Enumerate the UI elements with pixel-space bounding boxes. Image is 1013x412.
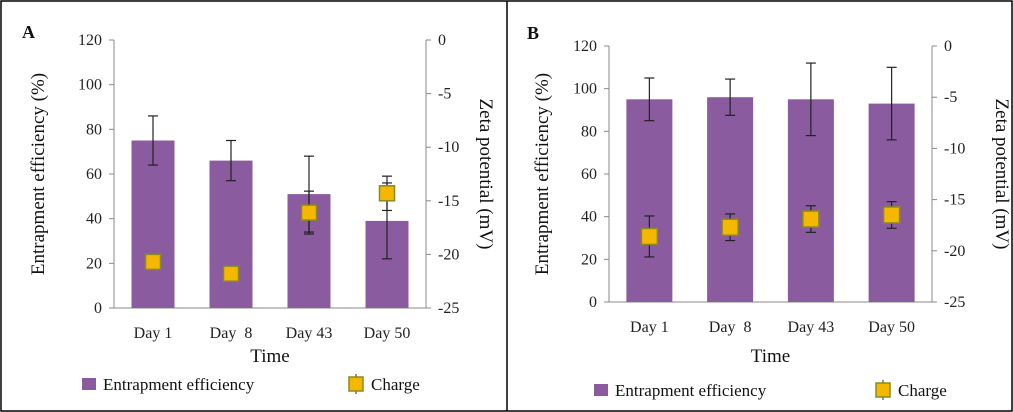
chart-b-bar [626,99,673,302]
chart-b-y2-axis-title: Zeta potential (mV) [991,99,1012,250]
chart-b-legend-bar-label: Entrapment efficiency [615,381,767,400]
chart-a-x-axis-title: Time [250,346,289,367]
chart-a-left-tick-label: 40 [86,211,102,228]
chart-b-right-tick-label: 0 [944,38,952,55]
chart-b-legend-charge-swatch [875,382,891,398]
chart-b-category-label: Day 1 [630,319,669,336]
chart-a-right-tick-label: -20 [438,246,459,263]
chart-b-bar [707,97,754,302]
chart-b-right-tick-label: -10 [944,140,965,157]
chart-a-left-tick-label: 60 [86,166,102,183]
chart-a-category-label: Day 50 [364,325,411,342]
chart-a-charge-marker [300,204,318,221]
chart-a-right-tick-label: -25 [438,300,459,317]
chart-b-x-axis-title: Time [751,346,790,367]
chart-a-y2-axis-title: Zeta potential (mV) [475,99,496,250]
chart-b-right-tick-label: -25 [944,294,965,311]
chart-b-charge-marker [721,218,739,236]
chart-a-legend-bar-label: Entrapment efficiency [103,375,255,394]
chart-b-left-tick-label: 40 [581,209,597,226]
chart-a-right-tick-label: -5 [438,86,451,103]
chart-a-panel-label: A [22,22,35,42]
chart-b-category-label: Day 8 [709,319,752,336]
chart-b-left-tick-label: 120 [573,38,597,55]
chart-a-charge-marker [222,265,240,282]
chart-b-left-tick-label: 80 [581,123,597,140]
chart-b-legend-charge-label: Charge [898,381,947,400]
chart-a-y-axis-title: Entrapment efficiency (%) [28,73,49,275]
chart-b-charge-marker [882,206,901,224]
chart-b-left-tick-label: 20 [581,251,597,268]
chart-a-legend-bar-swatch [82,378,96,390]
chart-b-category-label: Day 43 [788,319,835,336]
chart-b-left-tick-label: 100 [573,81,597,98]
chart-a-left-tick-label: 120 [78,32,102,49]
chart-a-left-tick-label: 0 [94,300,102,317]
chart-a-charge-marker [378,185,396,202]
chart-a-left-tick-label: 20 [86,255,102,272]
chart-b-panel-label: B [527,23,539,43]
chart-a-category-label: Day 43 [286,325,333,342]
chart-a-charge-marker [144,253,162,271]
chart-a-legend-charge-label: Charge [371,375,420,394]
chart-b-left-tick-label: 0 [589,294,597,311]
chart-a-right-tick-label: -15 [438,193,459,210]
chart-a-legend-charge-swatch [348,376,364,392]
chart-a-right-tick-label: -10 [438,139,459,156]
chart-b-category-label: Day 50 [868,319,915,336]
chart-a-category-label: Day 1 [134,325,173,342]
chart-a-left-tick-label: 100 [78,77,102,94]
chart-b-charge-marker [640,227,659,246]
chart-a-category-label: Day 8 [210,325,253,342]
chart-b-charge-marker [802,210,820,228]
chart-b-right-tick-label: -5 [944,89,957,106]
chart-a-right-tick-label: 0 [438,32,446,49]
chart-a-left-tick-label: 80 [86,121,102,138]
chart-b-legend-bar-swatch [594,384,608,396]
chart-b-y-axis-title: Entrapment efficiency (%) [532,73,553,275]
chart-a-bar [209,160,253,308]
chart-a-bar [131,140,175,308]
chart-b-left-tick-label: 60 [581,166,597,183]
chart-b-right-tick-label: -15 [944,192,965,209]
chart-b-right-tick-label: -20 [944,243,965,260]
